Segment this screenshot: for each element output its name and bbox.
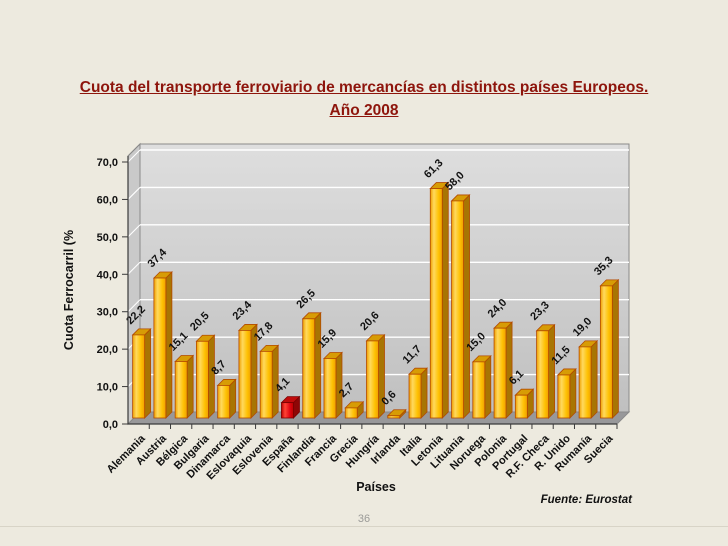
source-note: Fuente: Eurostat (540, 494, 632, 506)
bar-front (493, 327, 507, 419)
gridline-side (127, 224, 141, 238)
bar-side (441, 181, 449, 419)
bar-side (314, 311, 322, 419)
bar-front (557, 374, 571, 419)
y-tick-label: 10,0 (97, 382, 118, 394)
gridline-side (127, 187, 141, 200)
bar-front (578, 346, 592, 419)
y-tick-label: 20,0 (97, 344, 118, 356)
bar: 35,3 (592, 254, 620, 419)
footer-divider (0, 526, 728, 527)
bar-side (484, 354, 492, 419)
y-axis-title: Cuota Ferrocarril (% (62, 229, 76, 351)
bar-front (217, 385, 231, 419)
y-tick-label: 0,0 (103, 419, 118, 431)
bar: 37,4 (146, 246, 173, 419)
gridline-side (127, 261, 141, 275)
bar-side (420, 367, 428, 419)
bar-side (590, 339, 598, 419)
bar-front (174, 361, 188, 419)
gridline-side (127, 149, 141, 163)
bar-front (451, 200, 464, 419)
bar-front (302, 318, 316, 419)
bar-side (505, 321, 513, 419)
y-tick-label: 30,0 (97, 307, 118, 319)
bar-front (472, 361, 486, 419)
bar-side (569, 367, 577, 419)
bar-front (238, 330, 252, 419)
bar-front (281, 402, 294, 419)
bar-front (132, 334, 146, 419)
x-axis-title: Países (356, 480, 396, 494)
y-tick-label: 70,0 (97, 157, 118, 169)
bar: 23,3 (528, 299, 556, 419)
bar-front (344, 407, 358, 419)
bar-front (259, 350, 273, 419)
bar-side (144, 327, 152, 419)
bar-side (611, 278, 619, 419)
bar-front (429, 188, 443, 419)
bar: 17,8 (252, 320, 280, 419)
bar-side (335, 351, 343, 419)
bar-side (186, 354, 194, 419)
bar-front (536, 330, 549, 419)
bar: 22,2 (124, 303, 152, 419)
bar-side (378, 333, 385, 419)
bar: 0,6 (379, 389, 407, 419)
bar-front (366, 340, 379, 419)
bar-front (408, 373, 422, 419)
chart-title-line1: Cuota del transporte ferroviario de merc… (79, 79, 649, 96)
bar-side (229, 378, 237, 419)
bar-side (208, 334, 215, 419)
bar-front (196, 340, 209, 419)
axis-corner (127, 143, 141, 157)
y-tick-label: 60,0 (97, 194, 118, 206)
chart-title: Cuota del transporte ferroviario de merc… (0, 76, 728, 122)
bar-front (514, 394, 528, 419)
bar-front (599, 285, 613, 419)
gridline-side (127, 299, 141, 313)
y-tick-label: 50,0 (97, 232, 118, 244)
bar-front (323, 358, 337, 419)
page-number: 36 (357, 513, 371, 525)
bar-side (548, 323, 555, 419)
bar-side (463, 193, 470, 419)
bar-front (153, 277, 167, 419)
y-tick-label: 40,0 (97, 269, 118, 281)
bar-front (387, 415, 401, 419)
bar: 20,6 (358, 309, 386, 419)
chart-title-line2: Año 2008 (329, 102, 399, 119)
